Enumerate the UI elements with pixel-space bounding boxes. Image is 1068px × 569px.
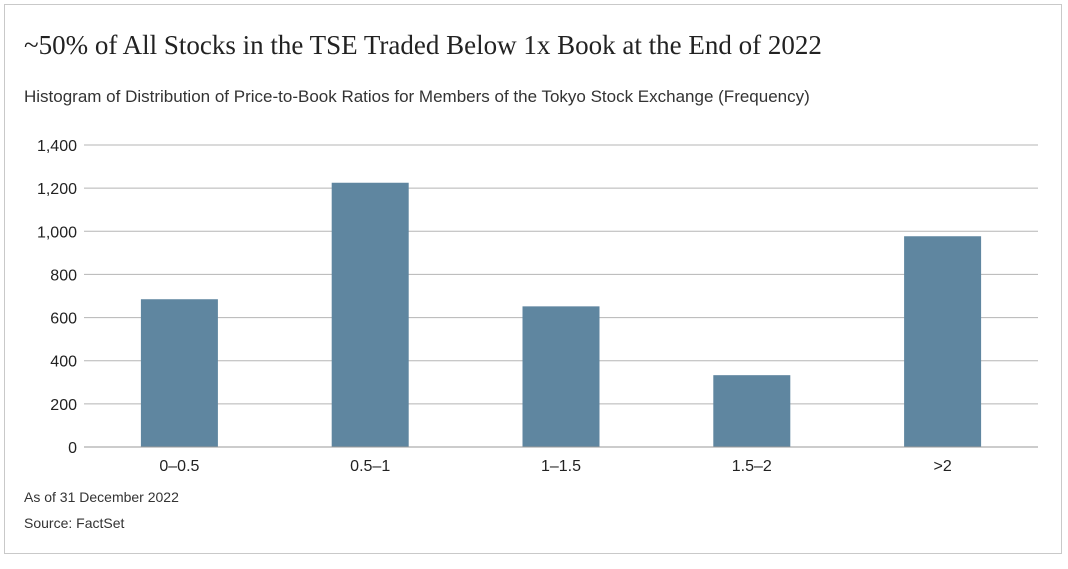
chart-frame [4, 4, 1062, 554]
y-tick-label: 400 [50, 354, 77, 371]
bar [904, 236, 982, 447]
chart-title: ~50% of All Stocks in the TSE Traded Bel… [24, 30, 822, 60]
bars [140, 182, 982, 447]
as-of-note: As of 31 December 2022 [24, 489, 179, 505]
y-tick-label: 600 [50, 311, 77, 328]
gridlines [84, 144, 1038, 405]
x-tick-label: 0–0.5 [159, 458, 199, 475]
y-tick-label: 200 [50, 397, 77, 414]
y-tick-label: 0 [68, 440, 77, 457]
bar [140, 299, 218, 447]
bar [331, 182, 409, 447]
source-note: Source: FactSet [24, 515, 125, 531]
x-tick-label: 0.5–1 [350, 458, 390, 475]
chart-subtitle: Histogram of Distribution of Price-to-Bo… [24, 87, 810, 106]
y-tick-label: 1,200 [37, 181, 77, 198]
bar [713, 375, 791, 447]
y-tick-label: 800 [50, 267, 77, 284]
bar [522, 306, 600, 447]
tick-labels: 0 200 400 600 800 1,000 1,200 1,400 0–0.5 0.5–1 1–… [37, 138, 952, 475]
x-tick-label: 1–1.5 [541, 458, 581, 475]
x-tick-label: 1.5–2 [732, 458, 772, 475]
y-tick-label: 1,000 [37, 224, 77, 241]
y-tick-label: 1,400 [37, 138, 77, 155]
x-tick-label: >2 [933, 458, 951, 475]
